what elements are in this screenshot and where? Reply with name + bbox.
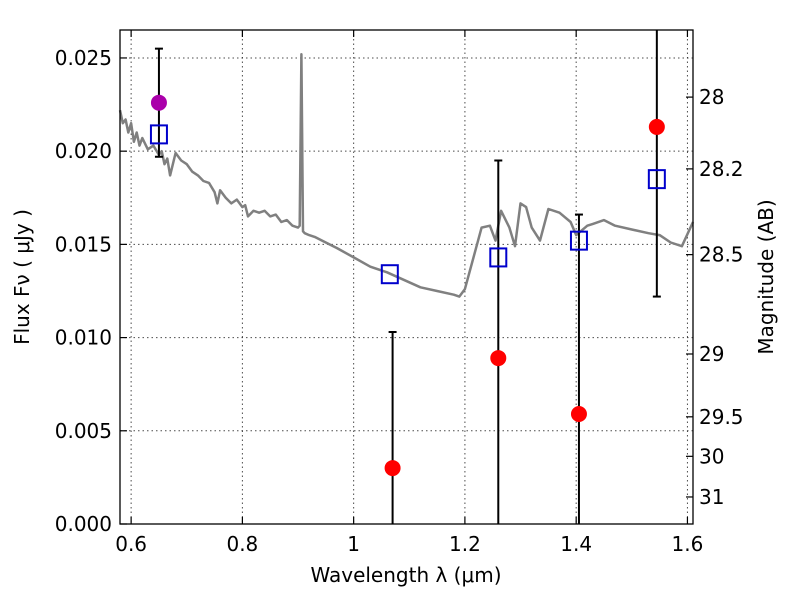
y-tick-label: 0.015 xyxy=(55,232,112,256)
model-spectrum-line xyxy=(118,52,695,298)
y2-axis-ticks: 28 28.2 28.5 29 29.5 30 31 xyxy=(686,85,744,509)
y2-tick-label: 30 xyxy=(699,444,724,468)
model-photometry-point xyxy=(569,230,588,251)
y2-tick-label: 28.5 xyxy=(699,243,744,267)
observed-red-point xyxy=(384,460,401,477)
model-photometry-point xyxy=(380,264,399,285)
y2-axis-title: Magnitude (AB) xyxy=(754,199,778,354)
y-tick-label: 0.005 xyxy=(55,419,112,443)
model-spectrum xyxy=(118,52,695,298)
x-tick-label: 1 xyxy=(347,532,360,556)
x-tick-label: 1.4 xyxy=(560,532,592,556)
plot-frame xyxy=(119,29,694,525)
x-tick-label: 1.2 xyxy=(449,532,481,556)
y2-tick-label: 29 xyxy=(699,342,724,366)
observed-red-point xyxy=(570,406,587,423)
y-tick-label: 0.010 xyxy=(55,326,112,350)
y2-tick-label: 28 xyxy=(699,85,724,109)
data-markers xyxy=(149,94,666,477)
x-axis-ticks: 0.6 0.8 1 1.2 1.4 1.6 xyxy=(115,30,703,556)
observed-magenta-point xyxy=(150,94,167,111)
y2-tick-label: 28.2 xyxy=(699,157,744,181)
y-tick-label: 0.000 xyxy=(55,512,112,536)
y-tick-label: 0.020 xyxy=(55,139,112,163)
error-bars xyxy=(154,30,661,524)
y-tick-label: 0.025 xyxy=(55,46,112,70)
observed-red-point xyxy=(490,350,507,367)
y-axis-title: Flux Fν ( μJy ) xyxy=(10,209,34,345)
x-tick-label: 0.6 xyxy=(115,532,147,556)
model-photometry-point xyxy=(149,124,168,145)
x-tick-label: 1.6 xyxy=(672,532,704,556)
y-axis-ticks: 0.000 0.005 0.010 0.015 0.020 0.025 xyxy=(55,46,127,536)
model-photometry-point xyxy=(647,169,666,190)
y2-tick-label: 31 xyxy=(699,485,724,509)
y2-tick-label: 29.5 xyxy=(699,405,744,429)
x-tick-label: 0.8 xyxy=(226,532,258,556)
x-axis-title: Wavelength λ (μm) xyxy=(310,563,501,587)
grid xyxy=(120,30,693,524)
model-photometry-point xyxy=(489,247,508,268)
observed-red-point xyxy=(648,118,665,135)
